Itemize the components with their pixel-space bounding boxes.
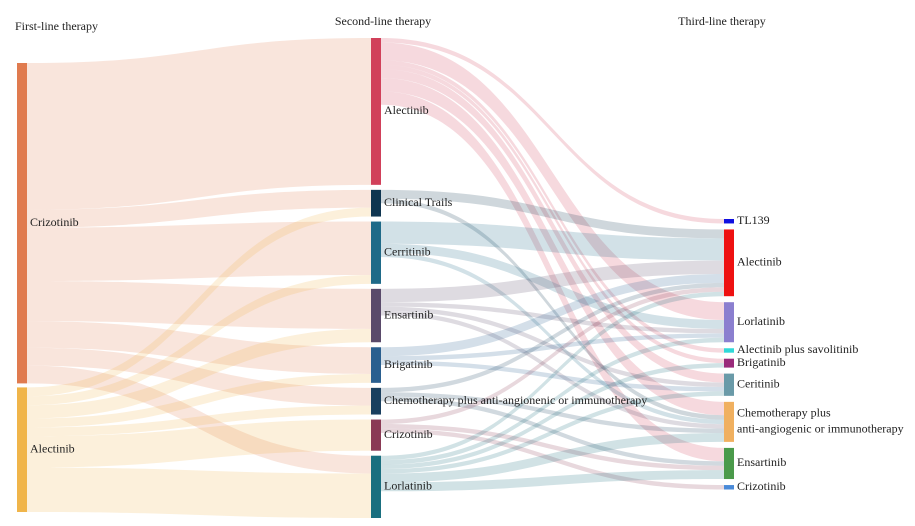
flow <box>381 282 724 393</box>
node-label: Alectinib <box>30 441 75 455</box>
flow <box>27 207 371 397</box>
node-label: Lorlatinib <box>737 314 785 328</box>
node-label: Cerritinib <box>384 244 431 258</box>
flow <box>381 470 724 492</box>
node <box>724 401 734 442</box>
flow <box>27 347 371 406</box>
flow <box>381 91 724 462</box>
node-label: TL139 <box>737 213 770 227</box>
node <box>371 288 381 343</box>
flow <box>381 396 724 466</box>
node <box>724 447 734 480</box>
flow <box>381 69 724 383</box>
node-label: Alectinib <box>737 255 782 269</box>
node-label: Ensartinib <box>384 307 433 321</box>
node <box>371 387 381 415</box>
flow <box>381 333 724 361</box>
flow <box>381 302 724 334</box>
flow <box>381 260 724 303</box>
flow <box>27 281 371 329</box>
flow <box>381 337 724 465</box>
flow <box>381 391 724 474</box>
node-label: Alectinib plus savolitinib <box>737 342 858 356</box>
flow <box>381 273 724 357</box>
flow <box>381 311 724 429</box>
node-label: Alectinib <box>384 103 429 117</box>
node <box>724 358 734 368</box>
node-label: Chemotherapy plus anti-angionenic or imm… <box>384 393 647 407</box>
flow <box>381 433 724 483</box>
column-header: First-line therapy <box>15 19 98 33</box>
node <box>371 347 381 383</box>
flow <box>381 287 724 424</box>
flow <box>381 306 724 387</box>
node <box>17 387 27 512</box>
flow <box>27 321 371 374</box>
node <box>371 38 381 185</box>
node <box>17 63 27 384</box>
column-header: Third-line therapy <box>678 14 766 28</box>
nodes: Crizotinib Alectinib Alectinib Clinical Tra… <box>17 38 904 518</box>
node <box>371 455 381 518</box>
node-label: Brigatinib <box>384 357 433 371</box>
flow <box>381 60 724 353</box>
flow <box>27 221 371 282</box>
node-label: Lorlatinib <box>384 479 432 493</box>
flow <box>381 243 724 329</box>
node-label: Ensartinib <box>737 455 786 469</box>
flow <box>381 64 724 364</box>
node-label: Chemotherapy plus <box>737 406 831 420</box>
flow <box>27 328 371 419</box>
flow <box>381 78 724 416</box>
node-label: Ceritinib <box>737 376 780 390</box>
flow <box>381 360 724 392</box>
flow <box>381 221 724 261</box>
node <box>724 485 734 490</box>
node-label: Clinical Trails <box>384 195 453 209</box>
links <box>27 38 724 518</box>
flow <box>27 405 371 437</box>
flow <box>381 38 724 224</box>
flow <box>27 274 371 406</box>
column-header: Second-line therapy <box>335 14 431 28</box>
node <box>724 373 734 396</box>
flow <box>381 252 724 425</box>
node-label: Crizotinib <box>737 479 786 493</box>
node-label: Crizotinib <box>384 427 433 441</box>
flow <box>381 363 724 470</box>
node <box>371 189 381 217</box>
flow <box>381 42 724 320</box>
flow <box>27 365 371 474</box>
node <box>724 348 734 353</box>
flow <box>381 198 724 420</box>
flow <box>381 424 724 471</box>
node <box>371 419 381 451</box>
flow <box>27 467 371 518</box>
node <box>724 219 734 224</box>
node-label: Crizotinib <box>30 215 79 229</box>
flow <box>381 189 724 239</box>
flow <box>27 189 371 228</box>
node <box>724 229 734 297</box>
flow <box>381 428 724 490</box>
node-label: Brigatinib <box>737 355 786 369</box>
flow <box>381 291 724 461</box>
node-label: anti-angiogenic or immunotherapy <box>737 422 904 436</box>
node <box>371 221 381 284</box>
flow <box>381 392 724 433</box>
flow <box>27 373 371 428</box>
flow <box>27 38 371 210</box>
flow <box>27 419 371 468</box>
node <box>724 302 734 343</box>
